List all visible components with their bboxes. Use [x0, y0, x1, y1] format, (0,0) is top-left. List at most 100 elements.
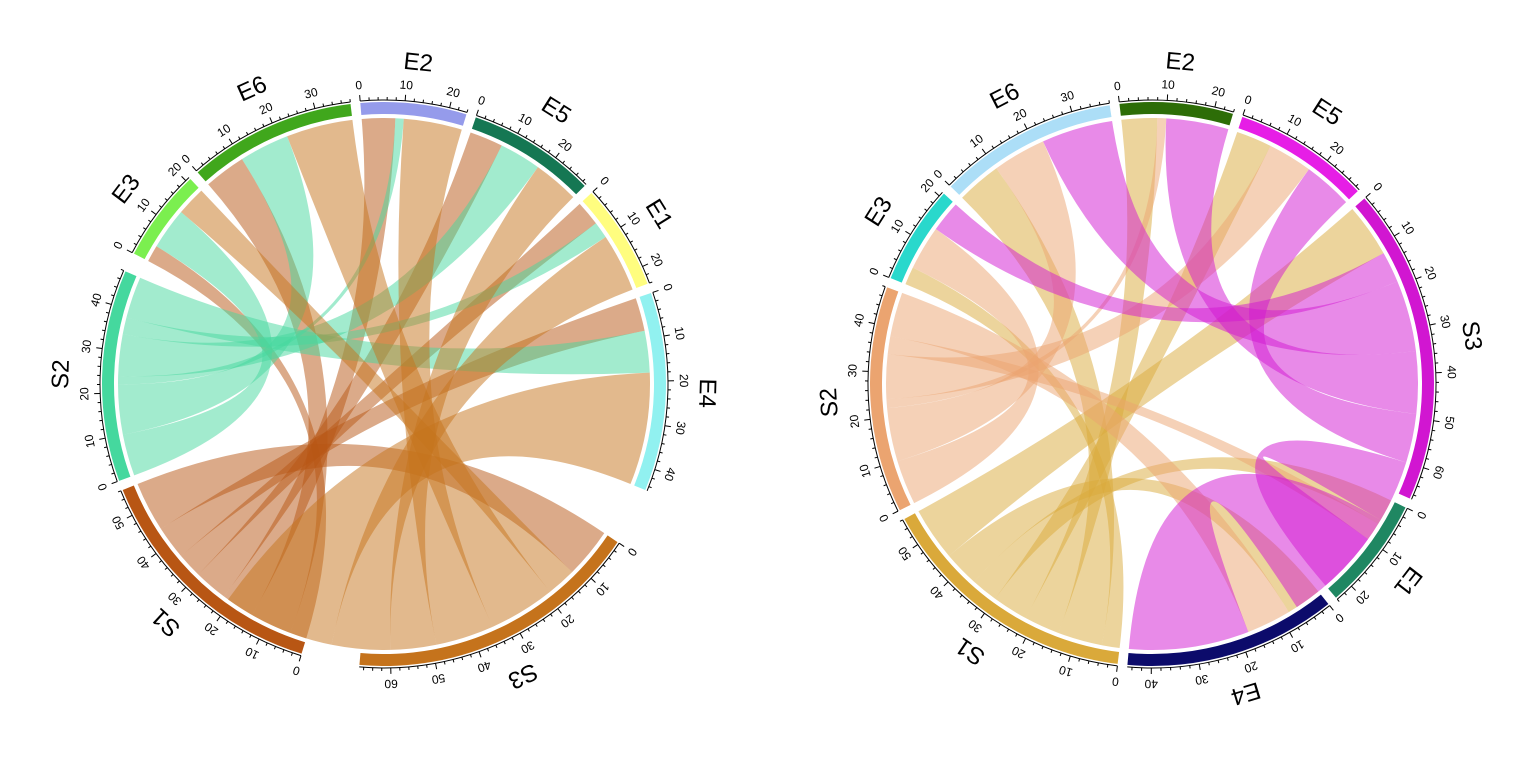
sector-tick — [864, 418, 871, 421]
sector-tick-label: 10 — [215, 121, 234, 140]
sector-tick — [654, 469, 661, 472]
sector-tick — [287, 113, 290, 117]
sector-tick — [189, 593, 193, 597]
sector-tick — [312, 102, 316, 109]
sector-tick-label: 10 — [81, 433, 97, 449]
sector-tick — [893, 258, 897, 261]
sector-tick-label: 30 — [673, 420, 689, 436]
sector-tick-label: 10 — [1161, 77, 1175, 92]
sector-tick — [1336, 598, 1340, 602]
sector-tick — [968, 162, 971, 166]
sector-tick — [113, 285, 118, 288]
sector-tick — [889, 266, 893, 269]
sector-tick — [1061, 111, 1064, 115]
sector-tick-label: 40 — [88, 291, 105, 308]
sector-track-e3 — [133, 178, 199, 260]
sector-tick-label: 0 — [1113, 79, 1122, 94]
sector-tick — [944, 180, 950, 186]
sector-tick — [592, 187, 598, 193]
sector-tick — [125, 506, 129, 510]
sector-tick — [117, 490, 122, 493]
sector-tick-label: 10 — [888, 217, 907, 236]
sector-tick — [1430, 439, 1434, 441]
sector-tick — [555, 152, 560, 159]
sector-tick — [176, 184, 180, 188]
sector-axis-e1 — [1336, 508, 1408, 600]
sector-tick — [550, 613, 553, 617]
sector-tick — [1425, 305, 1429, 307]
sector-tick-label: 10 — [1386, 549, 1405, 568]
sector-tick — [304, 107, 307, 112]
sector-tick — [1295, 136, 1298, 140]
sector-track-e3 — [890, 193, 953, 283]
sector-tick — [1015, 633, 1018, 637]
sector-tick-label: 10 — [1398, 218, 1417, 237]
sector-axis-e5 — [1242, 114, 1360, 191]
sector-tick — [953, 175, 957, 179]
sector-tick — [164, 567, 168, 570]
sector-tick — [869, 332, 873, 334]
sector-tick-label: 0 — [1243, 92, 1254, 108]
sector-tick — [609, 210, 613, 213]
sector-tick — [870, 437, 874, 440]
sector-tick — [999, 140, 1003, 144]
sector-tick — [150, 553, 157, 558]
sector-tick — [133, 522, 137, 526]
sector-tick-label: 10 — [1285, 111, 1304, 130]
sector-tick — [532, 139, 536, 143]
sector-tick-label: 10 — [1057, 662, 1074, 679]
sector-tick — [126, 249, 133, 254]
sector-tick — [1431, 333, 1435, 335]
sector-tick-label: 20 — [77, 387, 91, 401]
sector-track-s2 — [869, 287, 911, 511]
sector-tick — [225, 620, 229, 624]
sector-tick — [540, 144, 544, 148]
sector-tick — [1420, 476, 1424, 479]
sector-tick — [657, 460, 661, 463]
sector-e2: 0 10 20 E2 — [1113, 47, 1235, 126]
sector-tick — [652, 289, 659, 293]
sector-tick-label: 30 — [165, 589, 185, 609]
sector-tick — [478, 651, 482, 658]
sector-tick — [883, 484, 887, 487]
sector-tick — [509, 126, 512, 130]
sector-s2: 0 10 20 30 40 S2 — [815, 285, 911, 524]
sector-tick — [111, 481, 118, 485]
sector-tick — [909, 536, 913, 539]
sector-axis-s2 — [99, 270, 125, 482]
sector-tick — [121, 498, 125, 501]
sector-tick — [1329, 605, 1334, 611]
sector-tick — [1236, 654, 1239, 659]
sector-tick — [582, 178, 586, 182]
sector-tick — [241, 630, 244, 634]
sector-tick-label: 30 — [303, 85, 320, 102]
sector-tick-label: 20 — [1422, 264, 1440, 282]
sector-tick — [503, 641, 506, 645]
sector-tick — [1305, 622, 1309, 626]
sector-tick — [874, 456, 878, 459]
sector-tick-label: 20 — [1328, 138, 1347, 157]
sector-tick — [525, 134, 528, 139]
sector-axis-e3 — [131, 177, 190, 253]
sector-tick — [262, 123, 265, 127]
sector-tick — [1118, 95, 1120, 102]
sector-tick — [1069, 105, 1073, 112]
sector-track-e6 — [197, 103, 352, 182]
sector-tick — [657, 308, 662, 311]
sector-tick — [254, 127, 257, 131]
sector-tick — [1423, 467, 1430, 471]
sector-axis-e4 — [646, 292, 669, 491]
sector-tick — [912, 224, 917, 227]
sector-tick — [920, 551, 924, 555]
sector-label-s2: S2 — [47, 359, 75, 389]
sector-tick — [902, 240, 906, 244]
sector-tick — [655, 299, 659, 302]
sector-label-s1: S1 — [146, 603, 186, 643]
sector-tick — [452, 659, 455, 663]
sector-tick — [492, 118, 495, 123]
sector-tick — [170, 573, 174, 577]
sector-tick — [1242, 109, 1246, 116]
sector-tick — [898, 249, 902, 252]
sector-tick — [265, 642, 268, 646]
sector-tick — [645, 273, 650, 276]
